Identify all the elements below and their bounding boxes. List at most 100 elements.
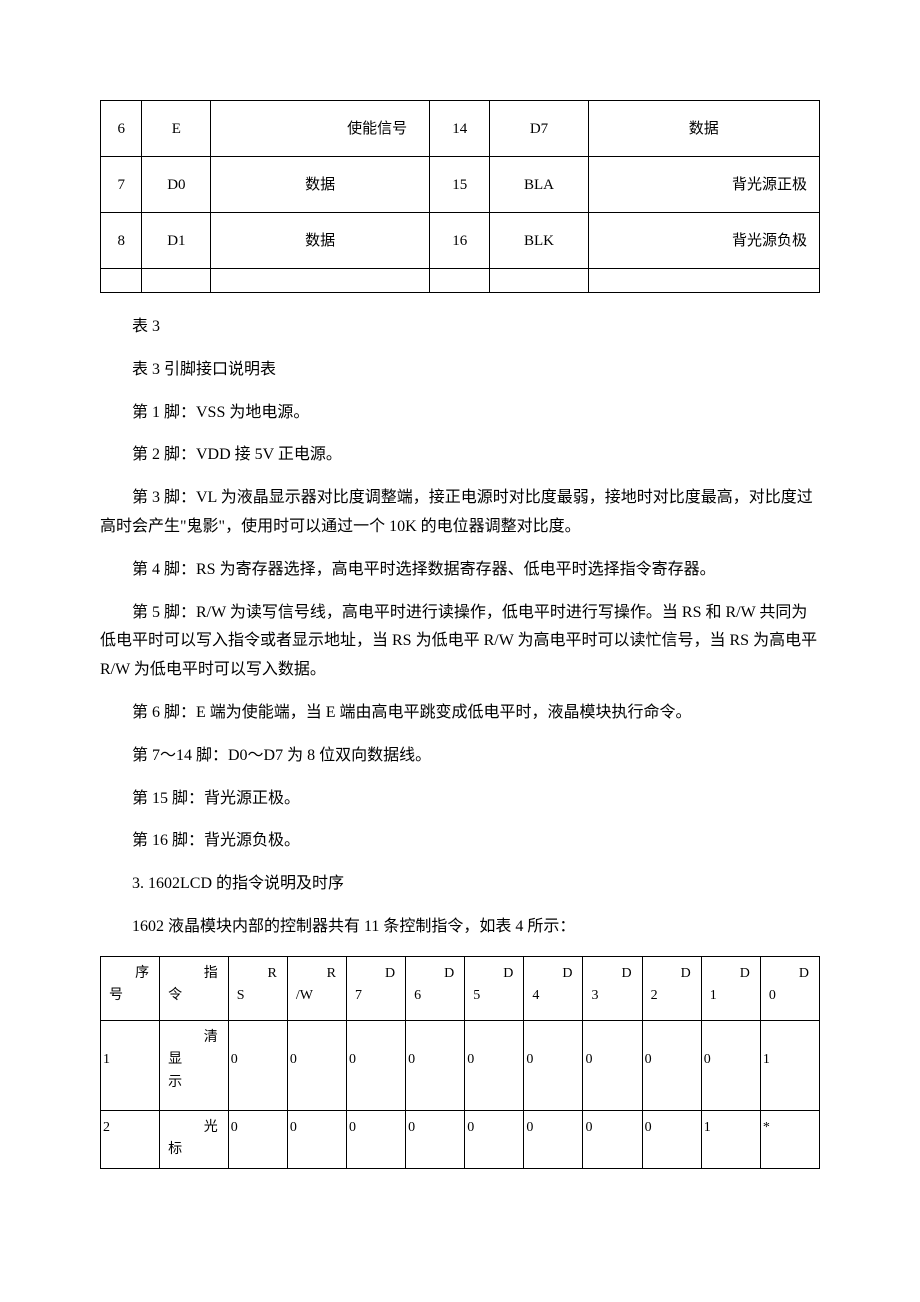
table-empty-row xyxy=(101,269,820,293)
cell: 0 xyxy=(406,1110,465,1168)
paragraph: 3. 1602LCD 的指令说明及时序 xyxy=(100,870,820,899)
cell: 0 xyxy=(228,1020,287,1110)
cell-text: D xyxy=(681,966,691,981)
cell-text: D xyxy=(385,966,395,981)
cell: 背光源正极 xyxy=(588,157,819,213)
cell-text: 6 xyxy=(414,988,421,1003)
cell xyxy=(101,269,142,293)
cell-text: R xyxy=(267,966,276,981)
table-row: 1 清显示 0 0 0 0 0 0 0 0 0 1 xyxy=(101,1020,820,1110)
cell: 6 xyxy=(101,101,142,157)
cell: 背光源负极 xyxy=(588,213,819,269)
cell: 0 xyxy=(524,1110,583,1168)
cell-text: 7 xyxy=(355,988,362,1003)
cell xyxy=(211,269,430,293)
cell-text: 1 xyxy=(710,988,717,1003)
cell: 1 xyxy=(101,1020,160,1110)
cell-text: /W xyxy=(296,988,313,1003)
paragraph: 表 3 xyxy=(100,313,820,342)
paragraph: 第 6 脚：E 端为使能端，当 E 端由高电平跳变成低电平时，液晶模块执行命令。 xyxy=(100,699,820,728)
cell-text: 号 xyxy=(109,988,123,1003)
header-cell: RS xyxy=(228,956,287,1020)
cell xyxy=(430,269,490,293)
cell: BLK xyxy=(490,213,588,269)
cell: 光标 xyxy=(160,1110,229,1168)
cell: * xyxy=(760,1110,819,1168)
cell-text: 显 xyxy=(168,1052,182,1067)
cell-text: 0 xyxy=(704,1052,711,1067)
cell-text: 0 xyxy=(467,1052,474,1067)
paragraph: 第 15 脚：背光源正极。 xyxy=(100,785,820,814)
header-cell: D2 xyxy=(642,956,701,1020)
cell: 数据 xyxy=(211,213,430,269)
cell: 15 xyxy=(430,157,490,213)
cell: 16 xyxy=(430,213,490,269)
table-row: 8 D1 数据 16 BLK 背光源负极 xyxy=(101,213,820,269)
cell: 0 xyxy=(701,1020,760,1110)
cell-text: S xyxy=(237,988,245,1003)
cell: 0 xyxy=(287,1020,346,1110)
cell-text: D xyxy=(621,966,631,981)
instruction-table: 序号 指令 RS R/W D7 D6 D5 D4 D3 D2 D1 D0 1 清… xyxy=(100,956,820,1169)
cell: 清显示 xyxy=(160,1020,229,1110)
cell-text: 清 xyxy=(204,1030,218,1045)
paragraph: 1602 液晶模块内部的控制器共有 11 条控制指令，如表 4 所示： xyxy=(100,913,820,942)
cell: 0 xyxy=(583,1020,642,1110)
header-cell: D5 xyxy=(465,956,524,1020)
table-row: 7 D0 数据 15 BLA 背光源正极 xyxy=(101,157,820,213)
cell: E xyxy=(142,101,211,157)
cell: 0 xyxy=(583,1110,642,1168)
cell: 0 xyxy=(346,1020,405,1110)
cell-text: 0 xyxy=(585,1052,592,1067)
table-header-row: 序号 指令 RS R/W D7 D6 D5 D4 D3 D2 D1 D0 xyxy=(101,956,820,1020)
cell xyxy=(588,269,819,293)
paragraph: 第 2 脚：VDD 接 5V 正电源。 xyxy=(100,441,820,470)
cell: 数据 xyxy=(211,157,430,213)
cell-text: 5 xyxy=(473,988,480,1003)
cell xyxy=(142,269,211,293)
cell-text: 0 xyxy=(769,988,776,1003)
cell-text: 指 xyxy=(204,966,218,981)
paragraph: 第 1 脚：VSS 为地电源。 xyxy=(100,399,820,428)
cell-text: 示 xyxy=(168,1075,182,1090)
header-cell: D7 xyxy=(346,956,405,1020)
cell: 14 xyxy=(430,101,490,157)
cell-text: 0 xyxy=(408,1052,415,1067)
paragraph: 第 16 脚：背光源负极。 xyxy=(100,827,820,856)
cell-text: 令 xyxy=(168,988,182,1003)
header-cell: R/W xyxy=(287,956,346,1020)
pin-table-partial: 6 E 使能信号 14 D7 数据 7 D0 数据 15 BLA 背光源正极 8… xyxy=(100,100,820,293)
cell-text: 使能信号 xyxy=(347,121,407,137)
cell: D7 xyxy=(490,101,588,157)
header-cell: D3 xyxy=(583,956,642,1020)
cell-text: D xyxy=(444,966,454,981)
paragraph: 第 7～14 脚：D0～D7 为 8 位双向数据线。 xyxy=(100,742,820,771)
header-cell: 序号 xyxy=(101,956,160,1020)
cell-text: R xyxy=(327,966,336,981)
cell: 0 xyxy=(465,1020,524,1110)
cell-text: D xyxy=(740,966,750,981)
header-cell: D4 xyxy=(524,956,583,1020)
cell-text: 2 xyxy=(651,988,658,1003)
cell: D1 xyxy=(142,213,211,269)
cell: 0 xyxy=(642,1020,701,1110)
cell-text: 0 xyxy=(231,1052,238,1067)
table-row: 6 E 使能信号 14 D7 数据 xyxy=(101,101,820,157)
cell: 数据 xyxy=(588,101,819,157)
paragraph: 表 3 引脚接口说明表 xyxy=(100,356,820,385)
cell-text: 背光源正极 xyxy=(732,177,807,193)
cell-text: 1 xyxy=(763,1052,770,1067)
paragraph: 第 5 脚：R/W 为读写信号线，高电平时进行读操作，低电平时进行写操作。当 R… xyxy=(100,599,820,685)
cell-text: D xyxy=(799,966,809,981)
cell: 0 xyxy=(228,1110,287,1168)
cell: 0 xyxy=(524,1020,583,1110)
paragraph: 第 4 脚：RS 为寄存器选择，高电平时选择数据寄存器、低电平时选择指令寄存器。 xyxy=(100,556,820,585)
cell-text: 1 xyxy=(103,1052,110,1067)
cell-text: 序 xyxy=(135,966,149,981)
cell: D0 xyxy=(142,157,211,213)
cell-text: 背光源负极 xyxy=(732,233,807,249)
cell: 0 xyxy=(406,1020,465,1110)
cell-text: D xyxy=(503,966,513,981)
cell-text: 0 xyxy=(526,1052,533,1067)
header-cell: D6 xyxy=(406,956,465,1020)
